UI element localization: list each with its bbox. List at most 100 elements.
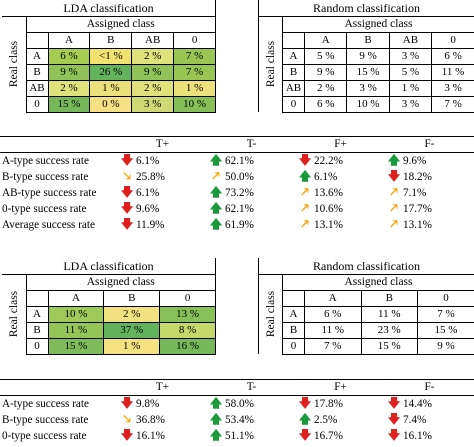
row-header: A	[25, 305, 49, 323]
matrix-cell: 6 %	[431, 47, 474, 65]
trend-arrow-icon: 🡅	[298, 412, 312, 426]
trend-arrow-icon: 🡇	[298, 396, 312, 410]
matrix-cell: 3 %	[131, 95, 175, 113]
matrix-row: 0 7 % 15 % 9 %	[259, 337, 474, 355]
rate-label: 0-type success rate	[2, 429, 87, 442]
row-header: A	[282, 305, 305, 323]
matrix-cell: 23 %	[360, 321, 418, 339]
rate-cell: 🡅 58.0%	[207, 396, 296, 413]
rate-cell: 🡇 22.2%	[296, 153, 385, 170]
assigned-class-header: Assigned class	[25, 273, 216, 291]
rate-header: T-	[207, 136, 296, 153]
matrix-cell: 6 %	[303, 95, 348, 113]
rate-cell: 🡕 50.0%	[207, 169, 296, 185]
col-header-row: A B 0	[2, 289, 216, 307]
row-header: A	[25, 47, 49, 65]
col-header: A	[304, 289, 362, 307]
col-header: A	[47, 31, 91, 49]
matrix-row: B 11 % 23 % 15 %	[259, 321, 474, 339]
col-header: B	[360, 289, 418, 307]
rate-header: T-	[207, 379, 296, 396]
trend-arrow-icon: 🡕	[301, 217, 309, 231]
col-header: 0	[173, 31, 216, 49]
rate-cell: 🡇 14.4%	[385, 396, 474, 413]
rate-cell: 🡇 11.9%	[118, 217, 207, 233]
rate-label: Average success rate	[2, 218, 95, 231]
col-header-row: A B AB 0	[259, 31, 474, 49]
matrix-cell: 9 %	[131, 63, 175, 81]
lda-matrix-1: LDA classification Real class Assigned c…	[2, 0, 216, 113]
trend-arrow-icon: 🡅	[209, 153, 223, 167]
trend-arrow-icon: 🡖	[123, 412, 131, 426]
matrix-cell: 10 %	[346, 95, 390, 113]
rate-cell: 🡖 25.8%	[118, 169, 207, 185]
matrix-cell: 9 %	[346, 47, 390, 65]
matrix-cell: 15 %	[47, 95, 91, 113]
rate-header: F+	[296, 379, 385, 396]
trend-arrow-icon: 🡅	[209, 428, 223, 442]
col-header: AB	[131, 31, 175, 49]
random-title: Random classification	[258, 258, 474, 275]
trend-arrow-icon: 🡇	[298, 153, 312, 167]
trend-arrow-icon: 🡇	[120, 153, 134, 167]
trend-arrow-icon: 🡅	[209, 412, 223, 426]
trend-arrow-icon: 🡕	[301, 185, 309, 199]
trend-arrow-icon: 🡇	[387, 169, 401, 183]
matrix-cell: <1 %	[89, 47, 133, 65]
trend-arrow-icon: 🡇	[120, 201, 134, 215]
col-header-row: A B AB 0	[2, 31, 216, 49]
col-header-row: A B 0	[259, 289, 474, 307]
matrix-cell: 1 %	[89, 79, 133, 97]
matrix-cell: 1 %	[173, 79, 216, 97]
rate-row: AB-type success rate 🡇 6.1% 🡅 73.2% 🡕 13.6%…	[0, 185, 474, 201]
trend-arrow-icon: 🡇	[387, 428, 401, 442]
random-matrix-2: Random classification Real class Assigne…	[258, 258, 474, 355]
rate-cell: 🡇 9.8%	[118, 396, 207, 413]
matrix-row: B 9 % 26 % 9 % 7 %	[2, 63, 216, 81]
rate-cell: 🡅 53.4%	[207, 412, 296, 428]
matrix-cell: 10 %	[173, 95, 216, 113]
trend-arrow-icon: 🡅	[209, 201, 223, 215]
rate-header: F+	[296, 136, 385, 153]
col-header: 0	[417, 289, 474, 307]
trend-arrow-icon: 🡇	[298, 428, 312, 442]
success-rate-table-1: T+ T- F+ F- A-type success rate 🡇 6.1% 🡅 6…	[0, 136, 474, 233]
rate-row: A-type success rate 🡇 6.1% 🡅 62.1% 🡇 22.2% …	[0, 153, 474, 170]
trend-arrow-icon: 🡕	[390, 201, 398, 215]
matrix-cell: 6 %	[47, 47, 91, 65]
col-header: 0	[431, 31, 474, 49]
matrix-cell: 7 %	[173, 47, 216, 65]
matrix-cell: 9 %	[47, 63, 91, 81]
matrix-cell: 15 %	[417, 321, 474, 339]
matrix-cell: 9 %	[417, 337, 474, 355]
rate-row: A-type success rate 🡇 9.8% 🡅 58.0% 🡇 17.8% …	[0, 396, 474, 413]
rate-cell: 🡅 61.9%	[207, 217, 296, 233]
trend-arrow-icon: 🡅	[209, 396, 223, 410]
rate-cell: 🡇 16.1%	[385, 428, 474, 444]
col-header: B	[103, 289, 161, 307]
rate-cell: 🡕 10.6%	[296, 201, 385, 217]
rate-cell: 🡇 17.8%	[296, 396, 385, 413]
col-header: A	[303, 31, 348, 49]
rate-header: T+	[118, 379, 207, 396]
row-header: B	[282, 321, 305, 339]
row-header: B	[25, 63, 49, 81]
matrix-cell: 5 %	[303, 47, 348, 65]
trend-arrow-icon: 🡕	[212, 169, 220, 183]
matrix-cell: 1 %	[388, 79, 433, 97]
row-header: B	[25, 321, 49, 339]
row-header: 0	[25, 95, 49, 113]
matrix-row: AB 2 % 1 % 2 % 1 %	[2, 79, 216, 97]
matrix-cell: 26 %	[89, 63, 133, 81]
col-header: B	[89, 31, 133, 49]
matrix-cell: 3 %	[388, 47, 433, 65]
matrix-cell: 11 %	[431, 63, 474, 81]
trend-arrow-icon: 🡅	[209, 185, 223, 199]
rate-cell: 🡅 51.1%	[207, 428, 296, 444]
real-class-label: Real class	[258, 273, 283, 354]
random-matrix-1: Random classification Real class Assigne…	[258, 0, 474, 113]
rate-cell: 🡅 73.2%	[207, 185, 296, 201]
rate-cell: 🡅 2.5%	[296, 412, 385, 428]
matrix-cell: 15 %	[47, 337, 105, 355]
matrix-row: A 6 % <1 % 2 % 7 %	[2, 47, 216, 65]
